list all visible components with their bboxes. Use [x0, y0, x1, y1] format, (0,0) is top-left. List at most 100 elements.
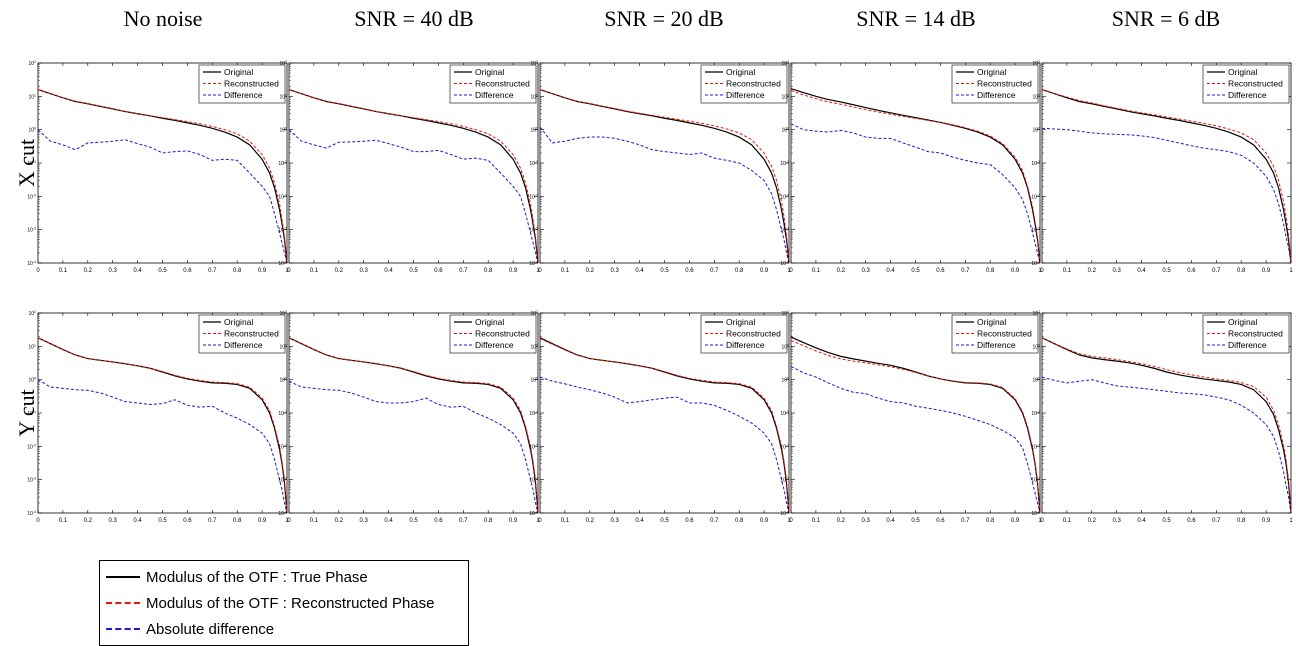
- panel-y-cut-snr-40-db: 0 0.1 0.2 0.3 0.4 0.5 0.6 0.7 0.8 0.9 110-410-310-…: [278, 310, 540, 524]
- x-tick-label: 0.7: [1212, 518, 1221, 524]
- plot-frame: [37, 312, 288, 514]
- y-tick-label: 10-3: [1031, 227, 1040, 234]
- y-tick-label: 102: [279, 310, 287, 317]
- panel-legend-label-reconstructed: Reconstructed: [475, 329, 530, 339]
- y-tick-label: 10-3: [780, 477, 789, 484]
- y-tick-label: 10-3: [278, 227, 287, 234]
- series-line-original: [790, 88, 1041, 264]
- series-line-reconstructed: [288, 89, 539, 264]
- panel-legend-label-reconstructed: Reconstructed: [224, 329, 279, 339]
- x-tick-label: 0.5: [409, 518, 418, 524]
- panel-legend-label-original: Original: [726, 317, 755, 327]
- x-tick-label: 0.5: [660, 268, 669, 274]
- series-line-reconstructed: [790, 339, 1041, 514]
- panel-x-cut-snr-40-db: 0 0.1 0.2 0.3 0.4 0.5 0.6 0.7 0.8 0.9 110-410-310-…: [278, 60, 540, 274]
- panel-legend-box: [198, 314, 286, 354]
- y-tick-label: 101: [28, 93, 36, 100]
- series-line-difference: [37, 129, 288, 264]
- y-tick-label: 100: [28, 127, 36, 134]
- x-tick-label: 0.4: [384, 268, 393, 274]
- x-tick-label: 0.4: [886, 268, 895, 274]
- legend-solid-black-swatch: [106, 576, 140, 578]
- series-line-difference: [790, 123, 1041, 264]
- x-tick-label: 0.2: [1088, 518, 1097, 524]
- series-line-original: [37, 88, 288, 264]
- panel-x-cut-snr-14-db: 0 0.1 0.2 0.3 0.4 0.5 0.6 0.7 0.8 0.9 110-410-310-…: [780, 60, 1042, 274]
- x-tick-label: 0.9: [258, 268, 267, 274]
- x-tick-label: 0.6: [434, 268, 443, 274]
- y-tick-label: 102: [530, 310, 538, 317]
- x-tick-label: 0.9: [1262, 268, 1271, 274]
- x-tick-label: 0.5: [911, 518, 920, 524]
- panel-legend-label-original: Original: [977, 67, 1006, 77]
- series-line-reconstructed: [539, 338, 790, 514]
- figure-legend-entry-reconstructed-phase: Modulus of the OTF : Reconstructed Phase: [106, 593, 434, 613]
- y-tick-label: 101: [1032, 93, 1040, 100]
- series-line-reconstructed: [1041, 337, 1292, 514]
- x-tick-label: 0.2: [586, 268, 595, 274]
- panel-legend-box: [198, 64, 286, 104]
- x-tick-label: 0.6: [685, 518, 694, 524]
- x-tick-label: 0.8: [986, 518, 995, 524]
- series-line-difference: [288, 129, 539, 264]
- y-tick-label: 102: [28, 310, 36, 317]
- y-tick-label: 10-4: [529, 260, 538, 267]
- x-tick-label: 0.7: [208, 518, 217, 524]
- x-tick-label: 0.6: [183, 518, 192, 524]
- x-tick-label: 0.3: [109, 268, 118, 274]
- x-tick-label: 0.7: [710, 518, 719, 524]
- plot-frame: [288, 312, 539, 514]
- y-tick-label: 10-2: [27, 443, 36, 450]
- x-tick-label: 0: [538, 518, 542, 524]
- y-tick-label: 10-1: [529, 160, 538, 167]
- x-tick-label: 0.9: [760, 268, 769, 274]
- x-tick-label: 0.3: [611, 268, 620, 274]
- plot-frame: [539, 312, 790, 514]
- plot-frame: [288, 62, 539, 264]
- panel-legend-box: [700, 64, 788, 104]
- x-tick-label: 0.9: [1262, 518, 1271, 524]
- y-tick-label: 10-3: [27, 227, 36, 234]
- x-tick-label: 0: [36, 518, 40, 524]
- x-tick-label: 0: [1040, 518, 1044, 524]
- plot-frame: [37, 62, 288, 264]
- panel-legend-label-reconstructed: Reconstructed: [224, 79, 279, 89]
- figure-legend-entry-absolute-difference: Absolute difference: [106, 619, 274, 639]
- figure-legend-label: Modulus of the OTF : Reconstructed Phase: [146, 594, 435, 612]
- x-tick-label: 0.6: [1187, 518, 1196, 524]
- x-tick-label: 1: [787, 268, 791, 274]
- y-tick-label: 10-4: [27, 510, 36, 517]
- y-tick-label: 100: [530, 377, 538, 384]
- x-tick-label: 1: [1289, 268, 1293, 274]
- x-tick-label: 0.8: [735, 518, 744, 524]
- y-tick-label: 102: [530, 60, 538, 67]
- panel-legend-label-difference: Difference: [726, 340, 765, 350]
- y-tick-label: 10-4: [529, 510, 538, 517]
- y-tick-label: 10-2: [1031, 193, 1040, 200]
- plot-frame: [1041, 312, 1292, 514]
- x-tick-label: 0.9: [1011, 518, 1020, 524]
- series-line-original: [790, 336, 1041, 514]
- x-tick-label: 1: [536, 268, 540, 274]
- x-tick-label: 0.5: [660, 518, 669, 524]
- y-tick-label: 10-2: [780, 443, 789, 450]
- panel-legend-label-difference: Difference: [1228, 90, 1267, 100]
- panel-legend-label-reconstructed: Reconstructed: [1228, 79, 1283, 89]
- series-line-reconstructed: [37, 337, 288, 514]
- x-tick-label: 1: [1038, 268, 1042, 274]
- x-tick-label: 0.3: [862, 518, 871, 524]
- y-tick-label: 10-3: [27, 477, 36, 484]
- panel-legend-label-difference: Difference: [475, 90, 514, 100]
- panel-legend-label-original: Original: [1228, 317, 1257, 327]
- y-tick-label: 10-1: [1031, 160, 1040, 167]
- panel-legend-label-reconstructed: Reconstructed: [1228, 329, 1283, 339]
- plot-frame: [539, 62, 790, 264]
- x-tick-label: 0.7: [961, 268, 970, 274]
- x-tick-label: 0.5: [409, 268, 418, 274]
- panel-x-cut-no-noise: 0 0.1 0.2 0.3 0.4 0.5 0.6 0.7 0.8 0.9 110-410-310-…: [27, 60, 289, 274]
- x-tick-label: 0.3: [1113, 518, 1122, 524]
- y-tick-label: 101: [781, 343, 789, 350]
- panel-legend-label-original: Original: [726, 67, 755, 77]
- series-line-difference: [1041, 127, 1292, 264]
- series-line-original: [539, 88, 790, 264]
